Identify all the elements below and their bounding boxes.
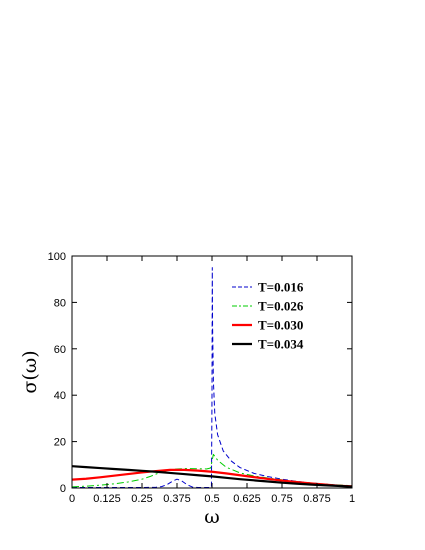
x-tick-label: 0.875 <box>303 493 331 505</box>
series-line-2 <box>72 468 352 488</box>
y-tick-label: 60 <box>54 344 66 356</box>
y-tick-label: 40 <box>54 390 66 402</box>
legend-label-1: T=0.026 <box>258 299 304 314</box>
x-tick-label: 0.375 <box>163 493 191 505</box>
y-tick-label: 0 <box>60 483 66 495</box>
x-axis-label: ω <box>204 506 220 528</box>
y-axis-label: σ(ω) <box>19 350 41 393</box>
x-tick-label: 0.5 <box>204 493 219 505</box>
legend-label-3: T=0.034 <box>258 337 304 352</box>
x-tick-label: 0.125 <box>93 493 121 505</box>
legend-label-0: T=0.016 <box>258 280 304 295</box>
x-tick-label: 1 <box>349 493 355 505</box>
x-tick-label: 0.625 <box>233 493 261 505</box>
y-tick-label: 100 <box>48 251 66 263</box>
x-tick-label: 0 <box>69 493 75 505</box>
legend-label-2: T=0.030 <box>258 318 303 333</box>
series-line-3 <box>72 465 352 488</box>
axis-ticks: 0 0.125 0.25 0.375 0.5 0.625 0.75 0.875 1 0 20 40 60… <box>48 251 355 505</box>
legend: T=0.016 T=0.026 T=0.030 T=0.034 <box>232 280 304 352</box>
y-tick-label: 80 <box>54 297 66 309</box>
x-tick-label: 0.75 <box>271 493 292 505</box>
series-line-0 <box>72 267 352 488</box>
plot-area <box>72 267 352 488</box>
y-tick-label: 20 <box>54 437 66 449</box>
x-tick-label: 0.25 <box>131 493 152 505</box>
